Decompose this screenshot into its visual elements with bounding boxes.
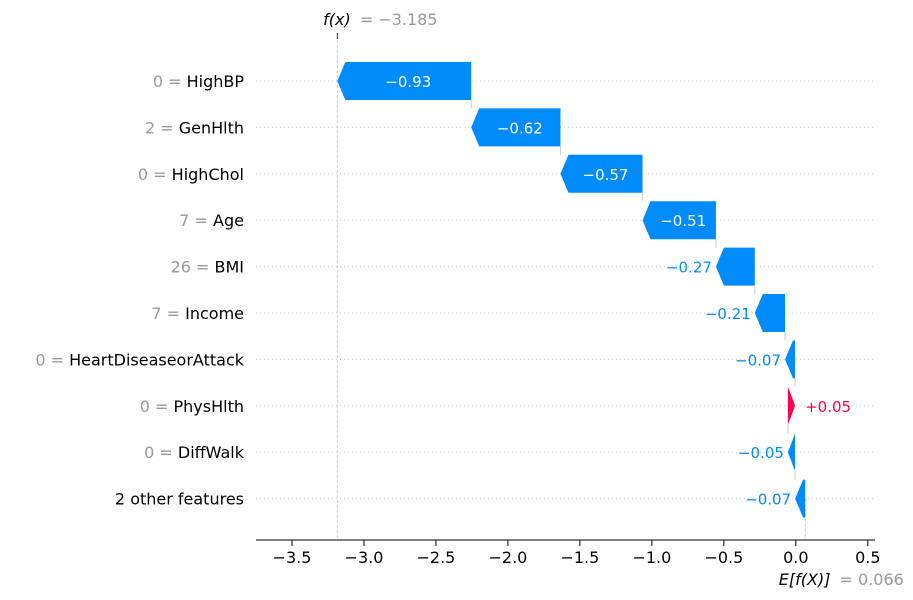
x-tick-label: −3.0 <box>345 548 384 567</box>
feature-name: Age <box>213 211 244 230</box>
feature-name: HighBP <box>187 72 245 91</box>
bar-value-label: −0.27 <box>666 259 712 277</box>
reference-labels: f(x) = −3.185 E[f(X)] = 0.066 <box>323 10 904 589</box>
feature-name: HighChol <box>172 165 244 184</box>
feature-name: HeartDiseaseorAttack <box>69 350 245 369</box>
positive-bar <box>787 386 796 425</box>
negative-bar <box>715 247 755 286</box>
bar-value-label: −0.21 <box>705 305 751 323</box>
feature-label: 26 = BMI <box>171 258 244 277</box>
feature-label: 0 = HeartDiseaseorAttack <box>35 350 244 369</box>
feature-value: 0 = <box>35 350 69 369</box>
negative-bar <box>787 433 796 472</box>
feature-label: 0 = DiffWalk <box>144 443 245 462</box>
feature-name: PhysHlth <box>174 397 244 416</box>
negative-bar <box>471 108 561 147</box>
negative-bar <box>337 62 472 100</box>
feature-value: 0 = <box>153 72 187 91</box>
feature-label: 0 = HighChol <box>138 165 244 184</box>
feature-name: DiffWalk <box>178 443 245 462</box>
connector-lines <box>336 40 806 540</box>
bar-value-label: −0.07 <box>745 491 791 509</box>
feature-label: 2 = GenHlth <box>145 118 244 137</box>
bars <box>337 62 806 518</box>
feature-label: 0 = PhysHlth <box>140 397 244 416</box>
bar-value-label: −0.57 <box>583 166 629 184</box>
x-axis: −3.5 −3.0 −2.5 −2.0 −1.5 −1.0 −0.5 0.0 0.5 <box>256 33 881 567</box>
x-tick-label: −1.5 <box>560 548 599 567</box>
negative-bar <box>785 340 796 379</box>
row-gridlines <box>256 80 875 500</box>
feature-label: 7 = Income <box>151 304 244 323</box>
negative-bar <box>754 294 786 332</box>
feature-label: 0 = HighBP <box>153 72 245 91</box>
feature-label: 2 other features <box>115 490 244 509</box>
bar-value-label: −0.05 <box>738 444 784 462</box>
bar-value-label: −0.93 <box>385 73 431 91</box>
x-tick-label: −2.0 <box>488 548 527 567</box>
feature-value: 0 = <box>138 165 172 184</box>
x-tick-label: −0.5 <box>704 548 743 567</box>
feature-value: 0 = <box>140 397 174 416</box>
x-tick-label: −2.5 <box>417 548 456 567</box>
fx-value: = −3.185 <box>360 10 438 29</box>
bar-value-label: −0.62 <box>497 119 543 137</box>
feature-name: Income <box>185 304 244 323</box>
negative-bar <box>560 154 643 193</box>
negative-bar <box>795 479 806 518</box>
feature-name: BMI <box>215 258 245 277</box>
bar-value-label: −0.51 <box>660 212 706 230</box>
negative-bar <box>642 201 716 240</box>
x-tick-label: −1.0 <box>632 548 671 567</box>
x-tick-label: −3.5 <box>273 548 312 567</box>
bar-value-label: +0.05 <box>805 398 851 416</box>
x-tick-label: 0.0 <box>783 548 808 567</box>
feature-value: 26 = <box>171 258 215 277</box>
fx-label: f(x) = −3.185 <box>323 10 437 29</box>
feature-value: 7 = <box>151 304 185 323</box>
feature-value: 7 = <box>179 211 213 230</box>
feature-label: 7 = Age <box>179 211 244 230</box>
bar-value-label: −0.07 <box>735 351 781 369</box>
fx-symbol: f(x) <box>323 10 351 29</box>
feature-name: 2 other features <box>115 490 244 509</box>
efx-value: = 0.066 <box>840 570 904 589</box>
feature-value: 2 = <box>145 118 179 137</box>
x-tick-label: 0.5 <box>855 548 880 567</box>
feature-value: 0 = <box>144 443 178 462</box>
efx-label: E[f(X)] = 0.066 <box>779 570 904 589</box>
feature-name: GenHlth <box>179 118 244 137</box>
efx-symbol: E[f(X)] <box>779 570 831 589</box>
feature-labels: 0 = HighBP −0.93 2 = GenHlth −0.62 0 = HighC… <box>35 72 851 509</box>
